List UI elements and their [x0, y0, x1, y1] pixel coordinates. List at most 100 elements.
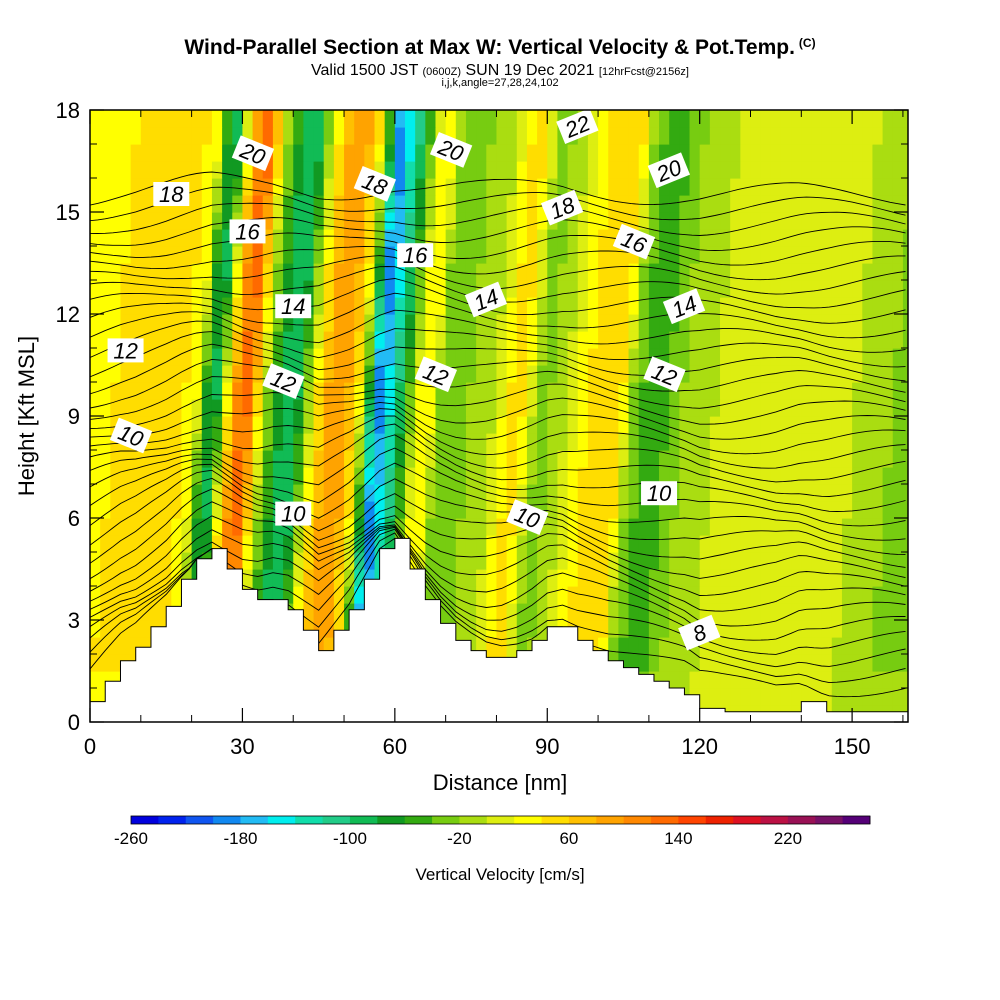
w-cell [730, 450, 741, 468]
w-cell [201, 110, 213, 128]
w-cell [648, 569, 660, 587]
w-cell [587, 161, 599, 179]
w-cell [628, 365, 640, 383]
w-cell [161, 263, 172, 281]
colorbar-swatch [349, 816, 378, 824]
w-cell [638, 348, 650, 366]
w-cell [811, 144, 823, 162]
w-cell [577, 467, 589, 485]
w-cell [435, 467, 447, 485]
w-cell [557, 331, 569, 349]
w-cell [100, 229, 111, 247]
w-cell [150, 501, 162, 519]
w-cell [364, 127, 376, 145]
w-cell [598, 110, 609, 128]
w-cell [140, 178, 152, 196]
w-cell [405, 484, 416, 502]
w-cell [222, 518, 233, 536]
w-cell [780, 365, 792, 383]
w-cell [791, 399, 802, 417]
x-tick-label: 150 [834, 734, 871, 759]
colorbar-tick-label: 140 [664, 829, 692, 848]
w-cell [384, 297, 396, 315]
w-cell [730, 178, 741, 196]
w-cell [862, 688, 874, 706]
w-cell [313, 280, 325, 298]
w-cell [140, 280, 152, 298]
w-cell [811, 501, 823, 519]
w-cell [486, 212, 498, 230]
w-cell [699, 195, 711, 213]
w-cell [567, 297, 579, 315]
w-cell [303, 467, 315, 485]
w-cell [770, 178, 782, 196]
w-cell [526, 127, 538, 145]
w-cell [821, 484, 833, 502]
w-cell [618, 195, 630, 213]
w-cell [801, 280, 813, 298]
w-cell [791, 195, 802, 213]
w-cell [262, 501, 274, 519]
w-cell [831, 161, 843, 179]
w-cell [862, 212, 874, 230]
w-cell [486, 144, 498, 162]
w-cell [506, 161, 518, 179]
w-cell [171, 229, 183, 247]
w-cell [191, 110, 203, 128]
w-cell [171, 484, 183, 502]
w-cell [171, 467, 183, 485]
w-cell [577, 178, 589, 196]
w-cell [435, 382, 447, 400]
w-cell [770, 552, 782, 570]
w-cell [699, 484, 711, 502]
w-cell [882, 297, 894, 315]
w-cell [638, 144, 650, 162]
w-cell [638, 654, 650, 672]
w-cell [130, 484, 142, 502]
w-cell [100, 161, 111, 179]
w-cell [161, 450, 172, 468]
w-cell [486, 637, 498, 655]
w-cell [659, 263, 670, 281]
w-cell [882, 348, 894, 366]
w-cell [333, 297, 345, 315]
w-cell [252, 314, 264, 332]
w-cell [384, 314, 396, 332]
w-cell [313, 467, 325, 485]
w-cell [323, 467, 335, 485]
w-cell [465, 110, 477, 128]
w-cell [516, 467, 528, 485]
w-cell [313, 246, 325, 264]
w-cell [577, 331, 589, 349]
w-cell [902, 348, 908, 366]
w-cell [333, 144, 345, 162]
w-cell [567, 433, 579, 451]
w-cell [262, 552, 274, 570]
w-cell [892, 569, 904, 587]
w-cell [394, 416, 406, 434]
w-cell [465, 348, 477, 366]
w-cell [557, 365, 569, 383]
w-cell [171, 331, 183, 349]
w-cell [811, 365, 823, 383]
w-cell [333, 110, 345, 128]
w-cell [232, 297, 244, 315]
w-cell [638, 569, 650, 587]
w-cell [841, 637, 853, 655]
y-tick-label: 3 [68, 608, 80, 633]
w-cell [323, 246, 335, 264]
w-cell [862, 365, 874, 383]
w-cell [344, 331, 355, 349]
isentrope-line [90, 408, 906, 469]
w-cell [882, 688, 894, 706]
w-cell [242, 297, 254, 315]
colorbar-swatch [295, 816, 323, 824]
w-cell [689, 127, 701, 145]
colorbar-swatch [240, 816, 269, 824]
w-cell [171, 280, 183, 298]
w-cell [425, 450, 437, 468]
w-cell [211, 110, 223, 128]
w-cell [577, 161, 589, 179]
w-cell [364, 484, 376, 502]
w-cell [415, 518, 426, 536]
